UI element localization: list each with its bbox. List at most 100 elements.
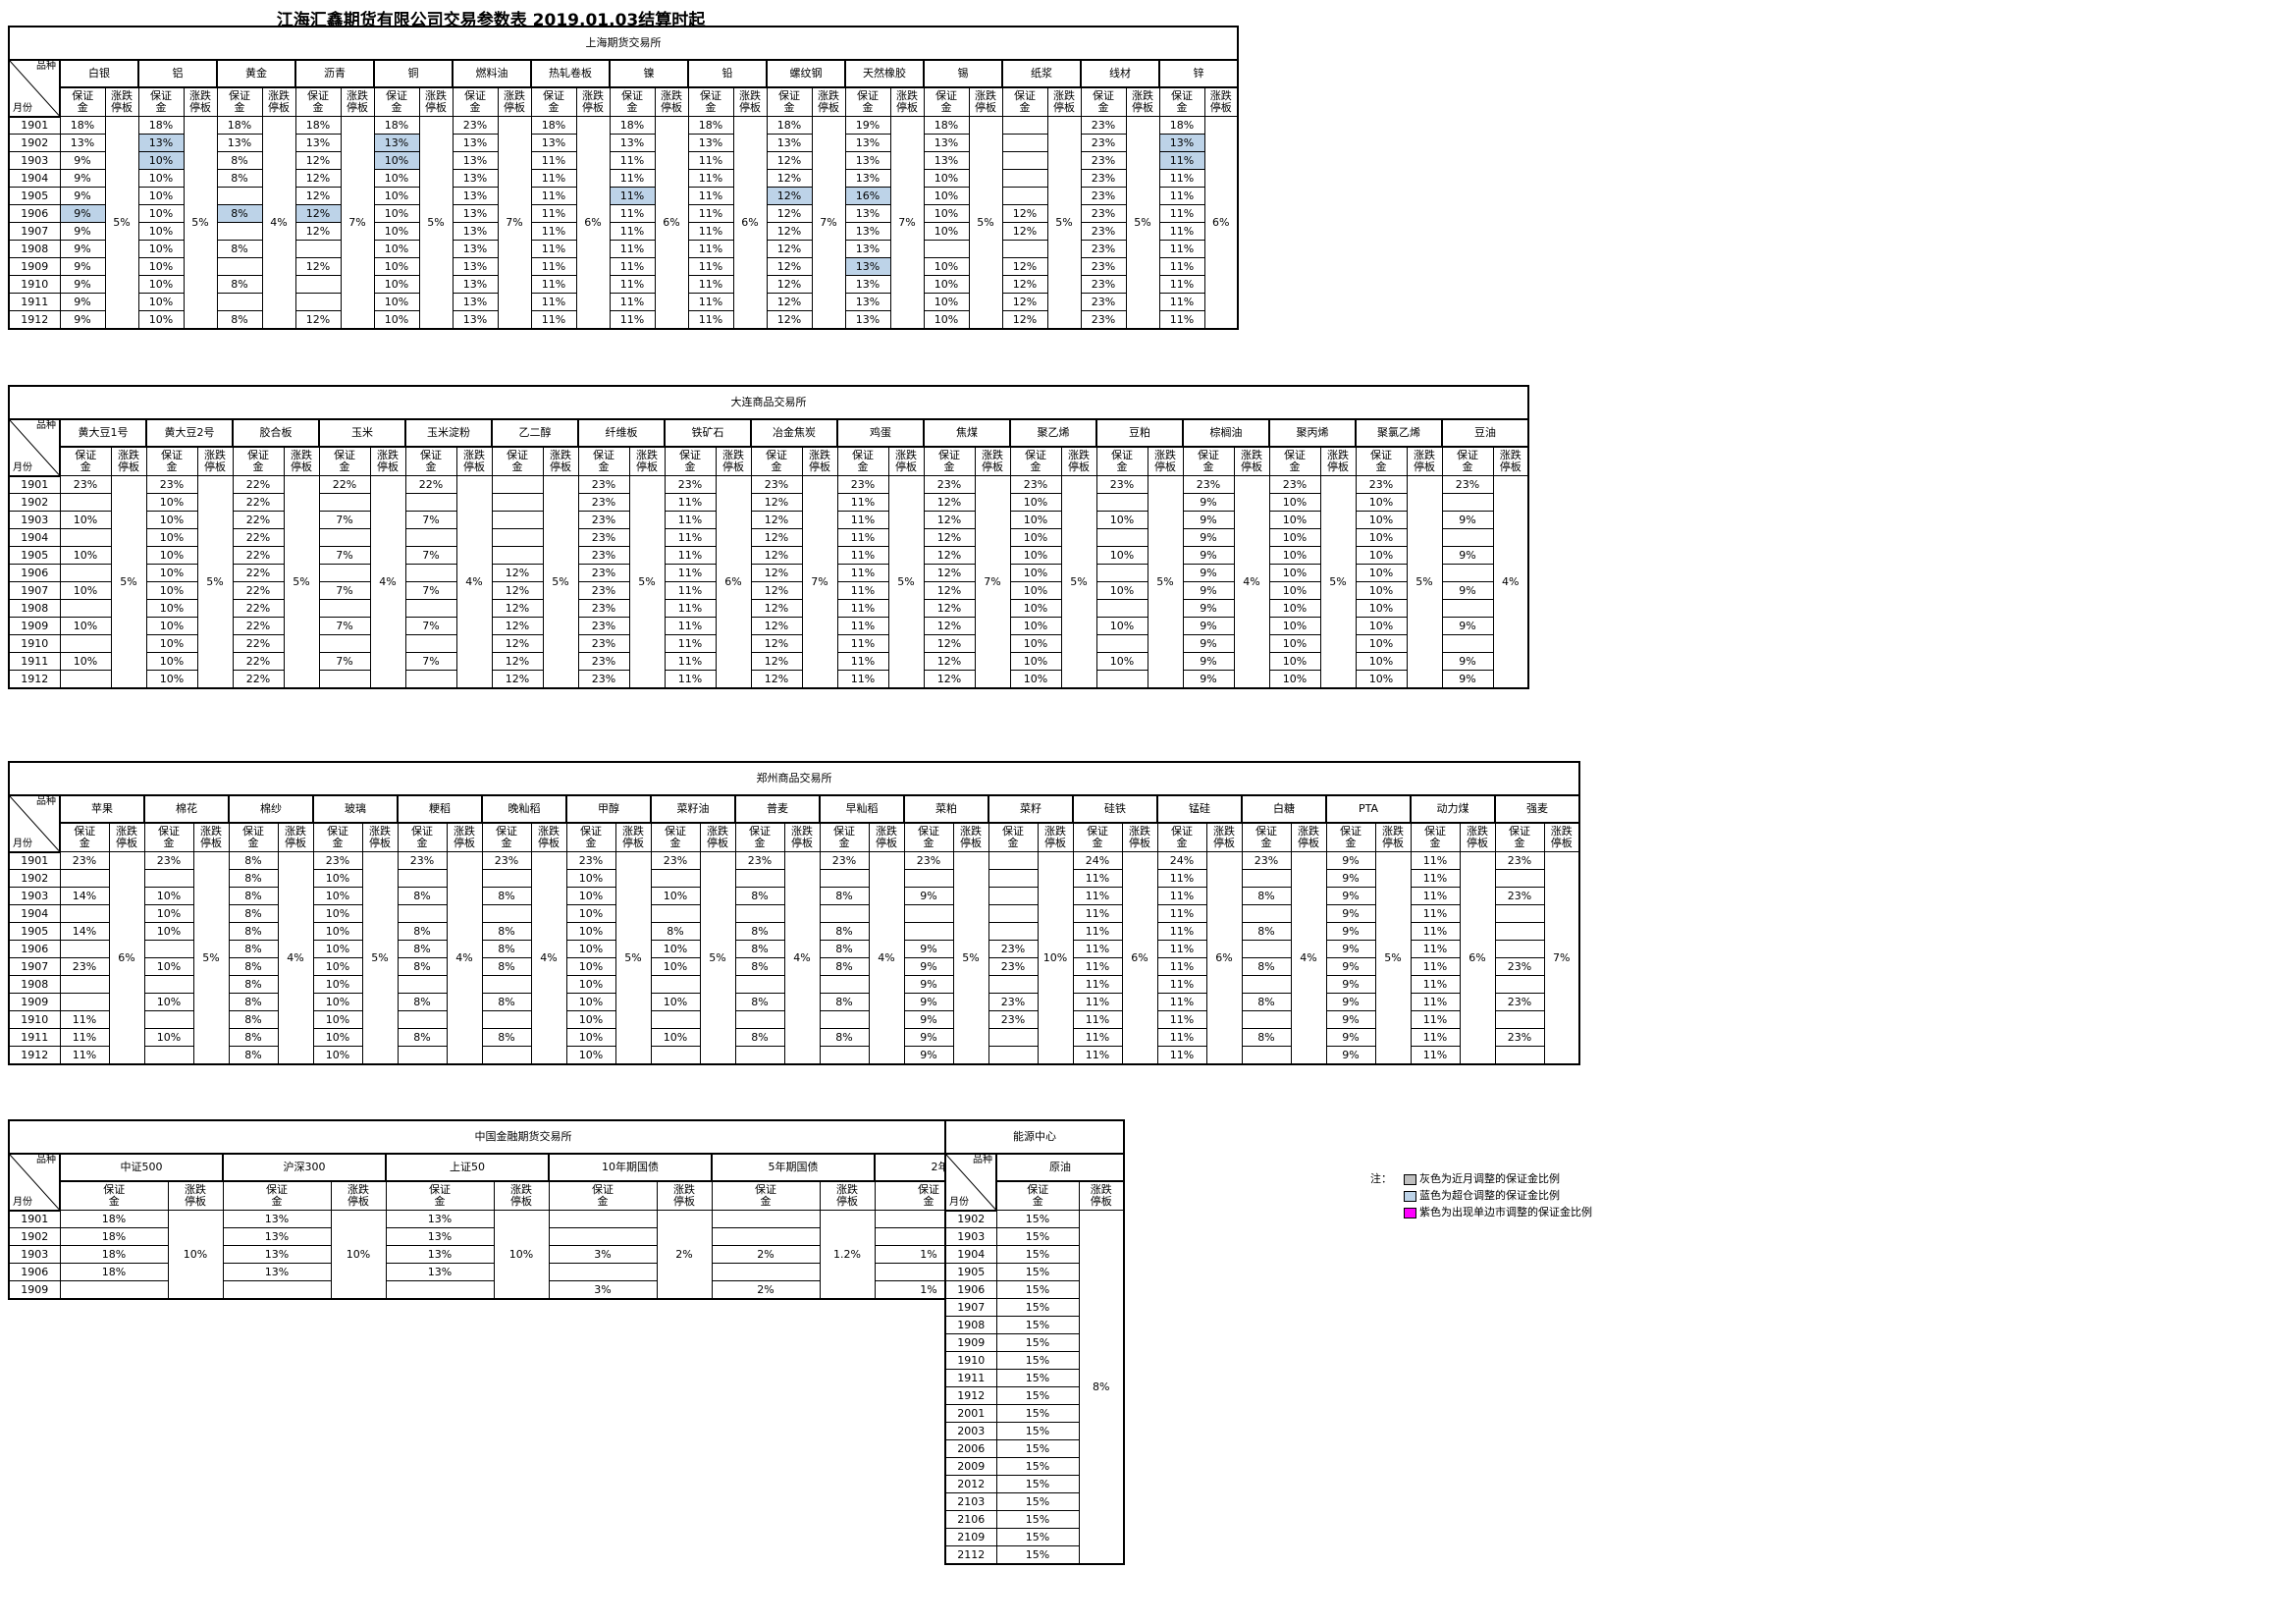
table-row: 1903 10% 10% 22% 7% 7% 23% 11% 12% 11% 12% 10% 10% 9%… (8, 511, 1528, 529)
margin-cell (216, 187, 263, 205)
margin-cell: 11% (836, 652, 889, 671)
month-cell: 1904 (8, 528, 61, 547)
margin-cell: 8% (650, 922, 701, 941)
margin-cell: 12% (294, 151, 342, 170)
month-cell: 1901 (8, 475, 61, 494)
col-header-limit: 涨跌停板 (1459, 822, 1496, 852)
col-header-limit: 涨跌停板 (656, 1180, 713, 1211)
margin-cell: 13% (1158, 134, 1205, 152)
col-header-margin: 保证金 (59, 446, 112, 476)
limit-cell: 5% (110, 475, 147, 689)
month-cell: 1911 (8, 1028, 61, 1047)
col-header-margin: 保证金 (1001, 86, 1048, 117)
col-header-limit: 涨跌停板 (167, 1180, 224, 1211)
margin-cell: 11% (836, 581, 889, 600)
table-row: 1906 10% 22% 12% 23% 11% 12% 11% 12% 10% 9% 10% 10% (8, 564, 1528, 582)
product-header: 鸡蛋 (836, 418, 925, 448)
margin-cell: 9% (1325, 940, 1376, 958)
col-header-limit: 涨跌停板 (889, 86, 925, 117)
margin-cell (819, 1046, 870, 1065)
margin-cell: 13% (844, 240, 891, 258)
margin-cell: 9% (903, 940, 954, 958)
margin-cell: 11% (1410, 993, 1461, 1011)
margin-cell: 10% (1009, 581, 1062, 600)
margin-cell: 23% (988, 1010, 1039, 1029)
margin-cell: 8% (734, 993, 785, 1011)
margin-cell: 12% (1001, 204, 1048, 223)
limit-cell: 5% (1060, 475, 1097, 689)
margin-cell: 13% (452, 257, 499, 276)
margin-cell: 11% (664, 546, 717, 565)
margin-cell: 12% (294, 222, 342, 241)
margin-cell: 10% (145, 564, 198, 582)
margin-cell: 18% (923, 116, 970, 135)
margin-cell: 11% (1156, 975, 1207, 994)
margin-cell: 11% (1156, 922, 1207, 941)
margin-cell: 23% (1080, 257, 1127, 276)
col-header-margin: 保证金 (1241, 822, 1292, 852)
col-header-limit: 涨跌停板 (361, 822, 399, 852)
margin-cell: 10% (373, 293, 420, 311)
margin-cell: 10% (1268, 546, 1321, 565)
margin-cell: 10% (1009, 652, 1062, 671)
margin-cell: 9% (1182, 670, 1235, 689)
margin-cell: 9% (1182, 599, 1235, 618)
margin-cell: 8% (216, 240, 263, 258)
margin-cell: 11% (530, 257, 577, 276)
margin-cell: 15% (995, 1210, 1080, 1228)
exchange-table-shfe: 上海期货交易所 品种 月份 白银铝黄金 沥青铜燃料油 热轧卷板镍铅螺纹钢 天然橡胶锡纸浆 线材… (8, 26, 1239, 330)
margin-cell: 13% (385, 1263, 495, 1281)
margin-cell: 11% (687, 240, 734, 258)
margin-cell: 23% (1494, 851, 1545, 870)
margin-cell: 18% (216, 116, 263, 135)
margin-cell: 15% (995, 1475, 1080, 1493)
col-header-limit: 涨跌停板 (530, 822, 567, 852)
margin-cell: 10% (373, 169, 420, 188)
month-cell: 1911 (8, 293, 61, 311)
margin-cell: 10% (1268, 599, 1321, 618)
margin-cell: 10% (312, 887, 363, 905)
margin-cell: 13% (222, 1210, 332, 1228)
margin-cell: 11% (664, 617, 717, 635)
product-header: 早籼稻 (819, 794, 905, 824)
product-header: 铅 (687, 59, 768, 88)
limit-cell: 6% (1203, 116, 1239, 330)
margin-cell: 23% (1080, 169, 1127, 188)
col-header-margin: 保证金 (59, 86, 106, 117)
col-header-limit: 涨跌停板 (1492, 446, 1529, 476)
margin-cell: 11% (1072, 1010, 1123, 1029)
limit-cell: 6% (108, 851, 145, 1065)
limit-cell: 6% (1459, 851, 1496, 1065)
margin-cell: 13% (844, 310, 891, 330)
margin-cell: 11% (836, 546, 889, 565)
limit-cell: 5% (1406, 475, 1443, 689)
product-header: 锡 (923, 59, 1003, 88)
col-header-margin: 保证金 (481, 822, 532, 852)
margin-cell: 11% (687, 204, 734, 223)
product-header: 聚丙烯 (1268, 418, 1357, 448)
col-header-limit: 涨跌停板 (1205, 822, 1243, 852)
margin-cell: 13% (452, 169, 499, 188)
margin-cell: 12% (491, 652, 544, 671)
margin-cell (404, 564, 457, 582)
margin-cell: 8% (819, 957, 870, 976)
margin-cell: 10% (145, 652, 198, 671)
margin-cell: 12% (1001, 310, 1048, 330)
margin-cell: 11% (664, 493, 717, 512)
margin-cell (397, 869, 448, 888)
month-cell: 1910 (8, 1010, 61, 1029)
table-row: 1908 10% 22% 12% 23% 11% 12% 11% 12% 10% 9% 10% 10% (8, 599, 1528, 618)
col-header-limit: 涨跌停板 (575, 86, 611, 117)
limit-cell: 7% (1543, 851, 1580, 1065)
legend-text: 蓝色为超仓调整的保证金比例 (1419, 1189, 1560, 1203)
table-row: 1901 23% 5% 23% 5% 22% 5% 22% 4% 22% 4% 5% 23% 5% 23% 6… (8, 475, 1529, 689)
margin-cell: 8% (734, 957, 785, 976)
exchange-title: 大连商品交易所 (8, 385, 1529, 420)
margin-cell: 9% (59, 240, 106, 258)
legend-item: 蓝色为超仓调整的保证金比例 (1404, 1187, 1592, 1204)
margin-cell: 12% (923, 564, 976, 582)
margin-cell: 23% (903, 851, 954, 870)
margin-cell: 13% (687, 134, 734, 152)
margin-cell: 12% (491, 581, 544, 600)
